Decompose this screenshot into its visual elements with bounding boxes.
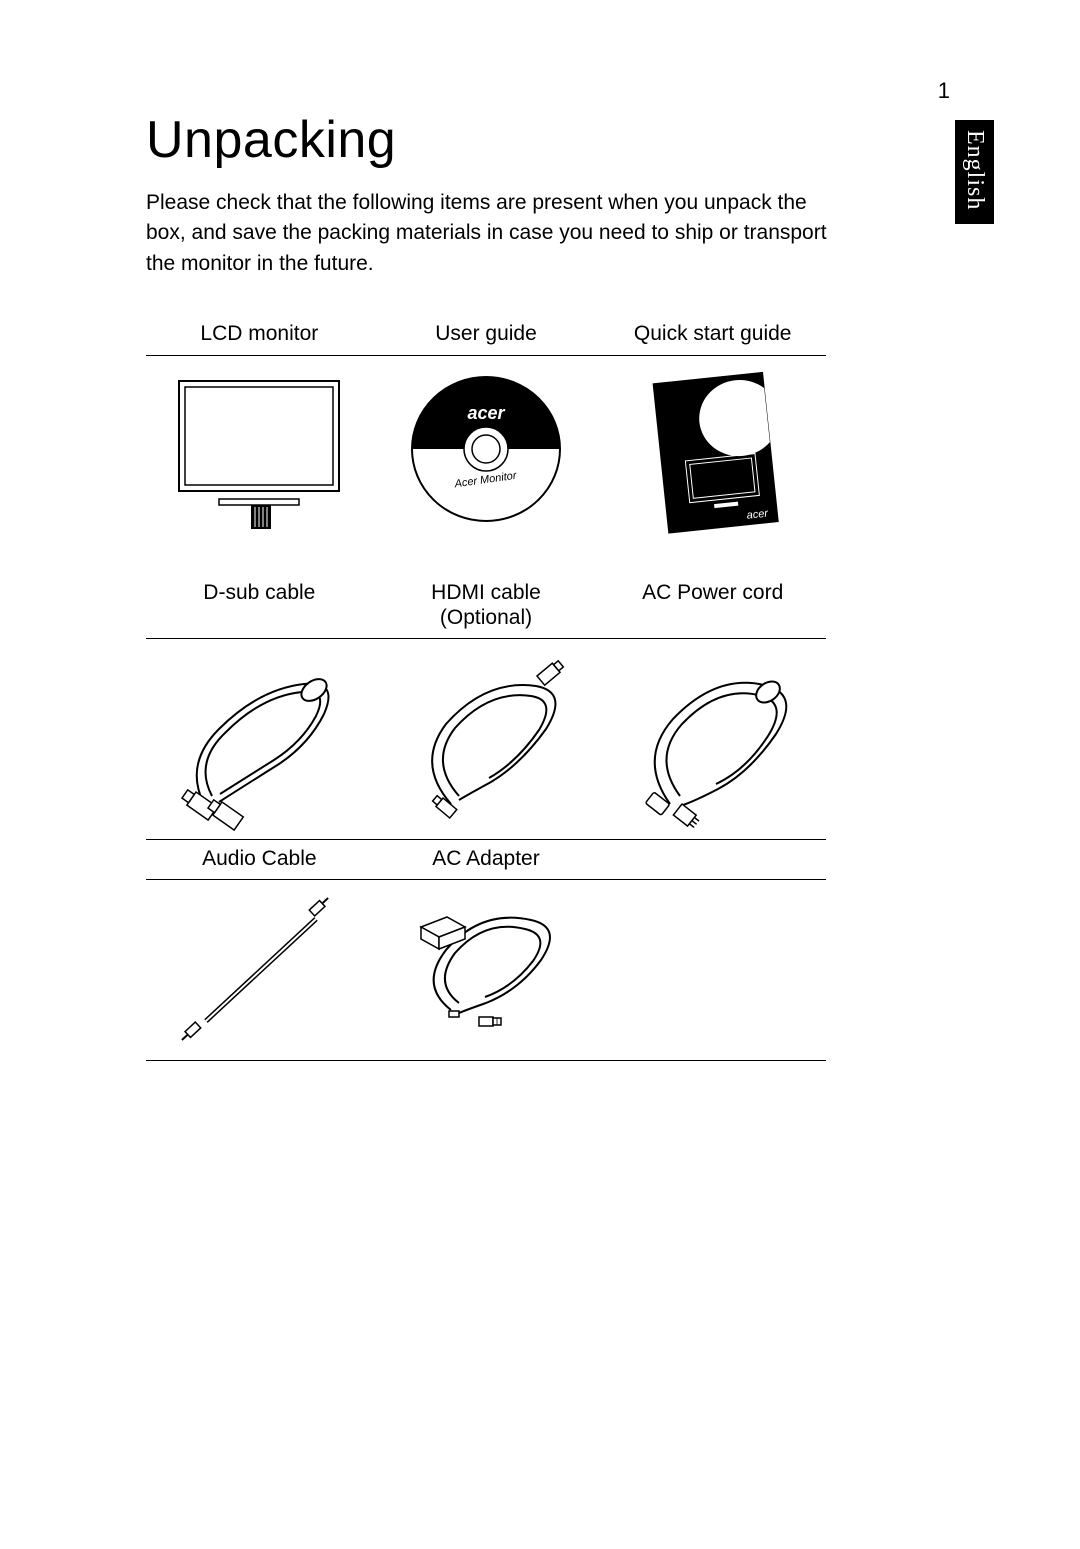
item-label: LCD monitor bbox=[200, 321, 318, 346]
language-tab: English bbox=[955, 120, 994, 224]
item-label: D-sub cable bbox=[203, 580, 315, 605]
ac-adapter-icon bbox=[401, 895, 571, 1045]
booklet-brand-text: acer bbox=[746, 507, 770, 521]
cd-icon: acer Acer Monitor bbox=[401, 371, 571, 541]
item-label: Audio Cable bbox=[202, 846, 316, 871]
power-cord-icon bbox=[618, 644, 808, 834]
hdmi-cable-icon bbox=[391, 644, 581, 834]
image-row-2 bbox=[146, 639, 826, 840]
items-grid: LCD monitor User guide Quick start guide bbox=[146, 315, 826, 1061]
item-label: AC Power cord bbox=[642, 580, 783, 605]
page-number: 1 bbox=[938, 78, 950, 104]
label-row-2: D-sub cable HDMI cable(Optional) AC Powe… bbox=[146, 574, 826, 639]
disc-brand-text: acer bbox=[467, 403, 505, 423]
item-label: HDMI cable(Optional) bbox=[431, 580, 541, 630]
booklet-icon: acer bbox=[633, 366, 793, 546]
label-row-3: Audio Cable AC Adapter bbox=[146, 840, 826, 880]
audio-cable-icon bbox=[174, 895, 344, 1045]
page-title: Unpacking bbox=[146, 110, 846, 170]
item-label: AC Adapter bbox=[432, 846, 539, 871]
page-content: Unpacking Please check that the followin… bbox=[146, 110, 846, 1061]
lcd-monitor-icon bbox=[169, 371, 349, 541]
image-row-3 bbox=[146, 880, 826, 1061]
label-row-1: LCD monitor User guide Quick start guide bbox=[146, 315, 826, 355]
image-row-1: acer Acer Monitor acer bbox=[146, 356, 826, 556]
intro-paragraph: Please check that the following items ar… bbox=[146, 188, 846, 279]
dsub-cable-icon bbox=[164, 644, 354, 834]
item-label: Quick start guide bbox=[634, 321, 792, 346]
item-label: User guide bbox=[435, 321, 537, 346]
